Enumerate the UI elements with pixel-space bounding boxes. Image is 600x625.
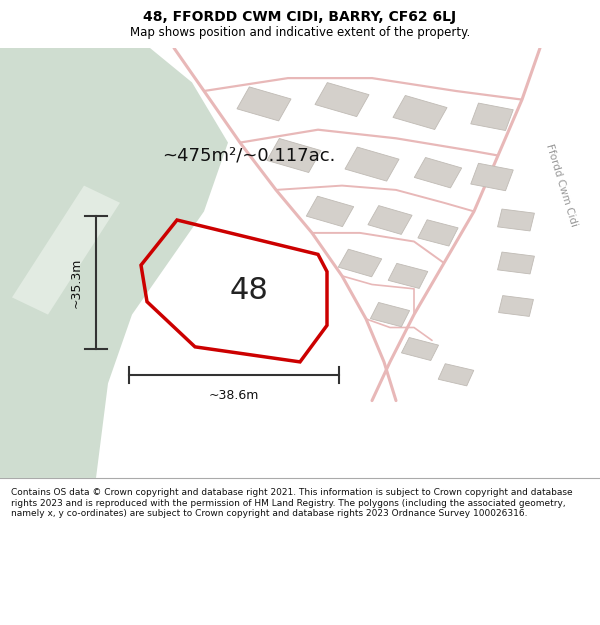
Bar <box>370 302 410 327</box>
Bar <box>499 296 533 316</box>
Bar <box>497 252 535 274</box>
Text: ~475m²/~0.117ac.: ~475m²/~0.117ac. <box>162 146 335 164</box>
Bar <box>345 147 399 181</box>
Text: ~38.6m: ~38.6m <box>209 389 259 401</box>
Text: Map shows position and indicative extent of the property.: Map shows position and indicative extent… <box>130 26 470 39</box>
Bar <box>415 158 461 188</box>
Polygon shape <box>0 48 228 478</box>
Bar <box>471 163 513 191</box>
Bar <box>307 196 353 227</box>
Text: Contains OS data © Crown copyright and database right 2021. This information is : Contains OS data © Crown copyright and d… <box>11 488 572 518</box>
Bar <box>388 263 428 288</box>
Text: Ffordd Cwm Cidi: Ffordd Cwm Cidi <box>544 143 578 228</box>
Polygon shape <box>12 186 120 314</box>
Bar <box>497 209 535 231</box>
Bar <box>368 206 412 234</box>
Bar <box>267 139 321 172</box>
Bar <box>237 87 291 121</box>
Bar <box>401 338 439 361</box>
Bar <box>315 82 369 117</box>
Bar <box>471 103 513 131</box>
Bar <box>338 249 382 277</box>
Text: 48, FFORDD CWM CIDI, BARRY, CF62 6LJ: 48, FFORDD CWM CIDI, BARRY, CF62 6LJ <box>143 9 457 24</box>
Bar <box>393 96 447 129</box>
Bar <box>438 364 474 386</box>
Text: ~35.3m: ~35.3m <box>70 257 83 308</box>
Bar <box>418 220 458 246</box>
Text: 48: 48 <box>230 276 268 306</box>
